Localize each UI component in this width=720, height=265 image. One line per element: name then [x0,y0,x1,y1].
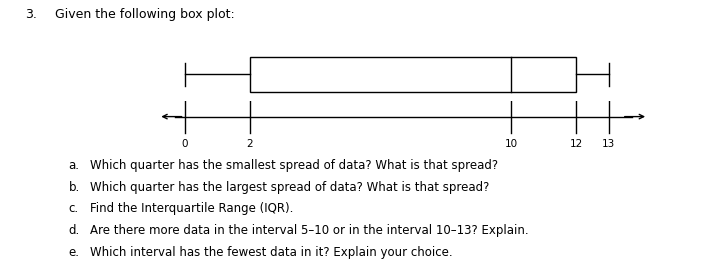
Text: d.: d. [68,224,80,237]
Text: c.: c. [68,202,78,215]
Text: Find the Interquartile Range (IQR).: Find the Interquartile Range (IQR). [90,202,293,215]
Text: 12: 12 [570,139,582,149]
Text: Which interval has the fewest data in it? Explain your choice.: Which interval has the fewest data in it… [90,246,453,259]
Text: 2: 2 [246,139,253,149]
Text: 0: 0 [181,139,188,149]
Text: a.: a. [68,159,79,172]
Text: Given the following box plot:: Given the following box plot: [47,8,235,21]
Text: Which quarter has the smallest spread of data? What is that spread?: Which quarter has the smallest spread of… [90,159,498,172]
Text: Which quarter has the largest spread of data? What is that spread?: Which quarter has the largest spread of … [90,181,490,194]
Text: 3.: 3. [25,8,37,21]
Bar [250,57,576,92]
Text: b.: b. [68,181,80,194]
Text: Are there more data in the interval 5–10 or in the interval 10–13? Explain.: Are there more data in the interval 5–10… [90,224,528,237]
Text: e.: e. [68,246,79,259]
Text: 10: 10 [504,139,518,149]
Text: 13: 13 [602,139,616,149]
